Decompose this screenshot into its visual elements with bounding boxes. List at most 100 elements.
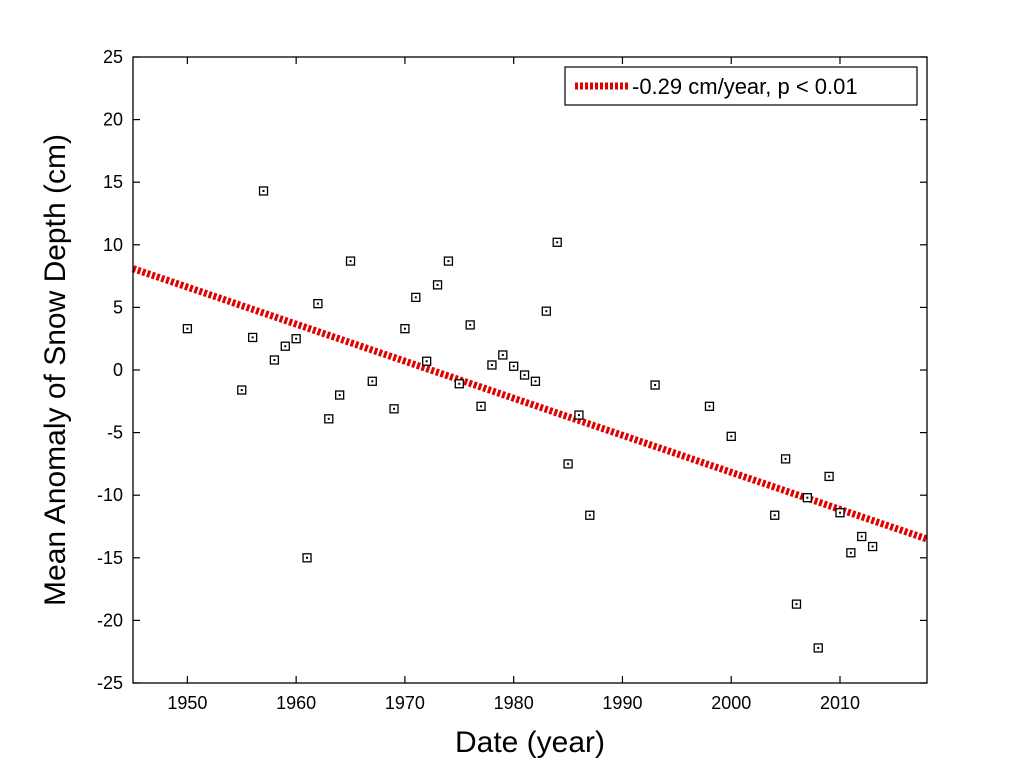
data-point-2010 — [835, 508, 845, 518]
data-point-1986 — [574, 410, 584, 420]
x-tick-label-1980: 1980 — [494, 693, 534, 713]
data-points — [182, 186, 878, 653]
data-point-1978 — [487, 360, 497, 370]
point-marker-center — [186, 327, 189, 330]
point-marker-center — [860, 535, 863, 538]
data-point-1963 — [324, 414, 334, 424]
x-tick-label-1990: 1990 — [602, 693, 642, 713]
x-tick-label-2000: 2000 — [711, 693, 751, 713]
point-marker-center — [338, 394, 341, 397]
axis-ticks — [133, 56, 927, 684]
data-point-1976 — [465, 320, 475, 330]
data-point-2013 — [867, 541, 878, 552]
point-marker-center — [773, 514, 776, 517]
x-tick-label-1950: 1950 — [167, 693, 207, 713]
point-marker-center — [295, 337, 298, 340]
point-marker-center — [327, 417, 330, 420]
y-tick-label-10: 10 — [103, 235, 123, 255]
data-point-1982 — [530, 376, 541, 386]
data-point-1980 — [509, 361, 519, 371]
y-axis-title: Mean Anomaly of Snow Depth (cm) — [39, 134, 72, 606]
data-point-2012 — [857, 531, 867, 542]
data-point-1971 — [411, 292, 421, 303]
point-marker-center — [469, 323, 472, 326]
point-marker-center — [458, 382, 461, 385]
point-marker-center — [284, 345, 287, 348]
y-tick-label-15: 15 — [103, 172, 123, 192]
x-tick-label-1960: 1960 — [276, 693, 316, 713]
point-marker-center — [784, 457, 787, 460]
point-marker-center — [534, 380, 537, 383]
data-point-1983 — [541, 306, 551, 316]
data-point-1967 — [367, 376, 377, 386]
plot-frame — [132, 56, 928, 684]
data-point-1974 — [443, 256, 454, 266]
y-tick-label-25: 25 — [103, 47, 123, 67]
data-point-2011 — [846, 548, 856, 558]
data-point-1977 — [476, 401, 486, 411]
data-point-1959 — [280, 341, 290, 351]
y-tick-label--10: -10 — [97, 485, 123, 505]
point-marker-center — [512, 365, 515, 368]
data-point-1970 — [400, 324, 410, 334]
point-marker-center — [425, 360, 428, 363]
data-point-1962 — [313, 298, 323, 309]
data-point-1965 — [345, 256, 356, 266]
data-point-2009 — [824, 471, 834, 482]
point-marker-center — [240, 389, 243, 392]
point-marker-center — [871, 545, 874, 548]
point-marker-center — [523, 374, 526, 377]
data-point-1956 — [247, 332, 258, 343]
point-marker-center — [490, 363, 493, 366]
data-point-2007 — [802, 493, 813, 503]
x-tick-label-1970: 1970 — [385, 693, 425, 713]
data-point-1973 — [432, 280, 443, 290]
point-marker-center — [371, 380, 374, 383]
data-point-1957 — [258, 186, 269, 196]
point-marker-center — [577, 414, 580, 417]
point-marker-center — [567, 462, 570, 465]
point-marker-center — [849, 551, 852, 554]
point-marker-center — [838, 511, 841, 514]
point-marker-center — [501, 353, 504, 356]
point-marker-center — [306, 556, 309, 559]
point-marker-center — [806, 496, 809, 499]
y-tick-label-5: 5 — [113, 297, 123, 317]
data-point-1987 — [585, 510, 595, 520]
point-marker-center — [393, 407, 396, 410]
point-marker-center — [556, 241, 559, 244]
point-marker-center — [316, 302, 319, 305]
y-tick-label--5: -5 — [107, 423, 123, 443]
data-point-1993 — [650, 380, 660, 390]
y-tick-label-20: 20 — [103, 110, 123, 130]
point-marker-center — [436, 283, 439, 286]
y-tick-label-0: 0 — [113, 360, 123, 380]
y-tick-label--15: -15 — [97, 548, 123, 568]
point-marker-center — [817, 646, 820, 649]
data-point-2008 — [813, 643, 823, 653]
point-marker-center — [730, 435, 733, 438]
y-tick-label--20: -20 — [97, 610, 123, 630]
point-marker-center — [480, 405, 483, 408]
tick-labels: 1950 1960 1970 1980 1990 2000 2010-25-20-15-10… — [97, 47, 860, 713]
legend-box — [564, 66, 918, 106]
point-marker-center — [403, 327, 406, 330]
legend-label-trend: -0.29 cm/year, p < 0.01 — [632, 74, 858, 99]
point-marker-center — [273, 358, 276, 361]
x-axis-title: Date (year) — [455, 726, 605, 759]
point-marker-center — [251, 336, 254, 339]
data-point-1998 — [704, 401, 715, 411]
data-point-1975 — [454, 379, 464, 389]
data-point-2000 — [726, 431, 736, 442]
data-point-2005 — [780, 454, 791, 464]
legend: -0.29 cm/year, p < 0.01 — [564, 66, 918, 106]
data-point-1955 — [237, 385, 247, 395]
data-point-2004 — [770, 510, 780, 520]
y-tick-label--25: -25 — [97, 673, 123, 693]
point-marker-center — [795, 603, 798, 606]
data-point-1960 — [291, 334, 301, 344]
data-point-1964 — [335, 390, 345, 400]
data-point-1958 — [269, 355, 280, 365]
data-point-1981 — [519, 370, 530, 380]
point-marker-center — [349, 260, 352, 263]
